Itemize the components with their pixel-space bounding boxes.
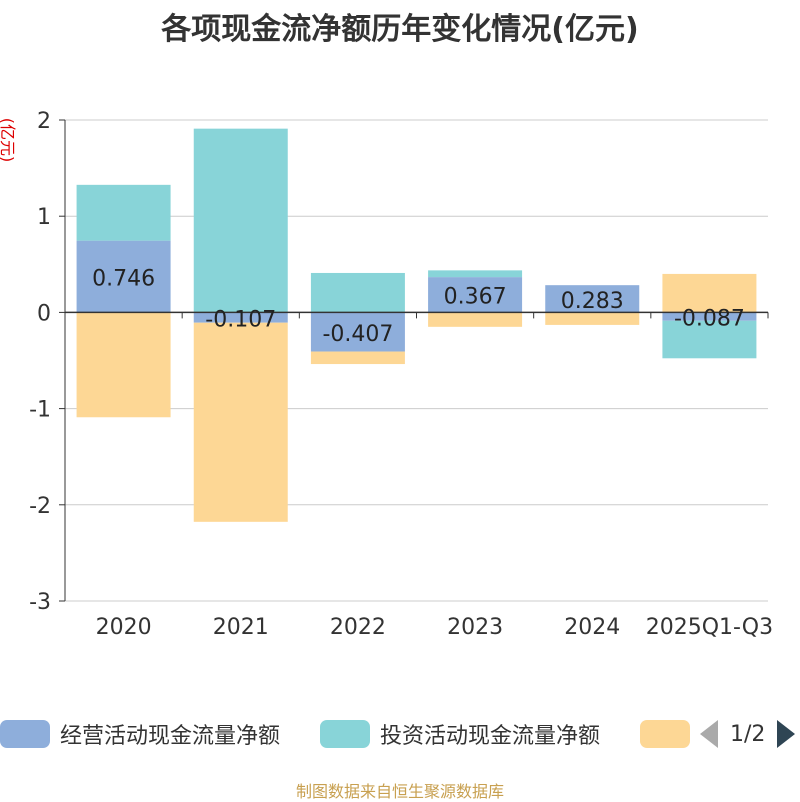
data-label: 0.746 bbox=[92, 267, 155, 292]
bar-3-2020 bbox=[76, 312, 171, 418]
bar-1-2022 bbox=[310, 312, 405, 352]
legend-item-financing[interactable] bbox=[640, 716, 690, 752]
x-tick-label: 2024 bbox=[564, 615, 620, 640]
legend-page-indicator: 1/2 bbox=[730, 721, 766, 747]
pager-prev-icon[interactable] bbox=[700, 720, 718, 748]
bar-2-2021 bbox=[193, 128, 288, 313]
bar-3-2021 bbox=[193, 322, 288, 522]
legend-swatch-operating bbox=[0, 720, 50, 748]
bar-3-2025Q1-Q3 bbox=[662, 273, 757, 313]
pager-next-icon[interactable] bbox=[777, 720, 796, 748]
y-tick-label: -2 bbox=[29, 494, 51, 519]
data-label: 0.367 bbox=[444, 285, 507, 310]
x-tick-label: 2021 bbox=[213, 615, 269, 640]
data-label: 0.283 bbox=[561, 289, 624, 314]
x-tick-label: 2025Q1-Q3 bbox=[646, 615, 773, 640]
bar-2-2023 bbox=[428, 270, 523, 278]
bar-1-2023 bbox=[428, 277, 523, 313]
legend-pager: 1/2 bbox=[700, 716, 796, 752]
legend-swatch-investing bbox=[320, 720, 370, 748]
chart-title: 各项现金流净额历年变化情况(亿元) bbox=[161, 12, 639, 47]
legend-item-investing[interactable]: 投资活动现金流量净额 bbox=[320, 716, 600, 752]
x-tick-label: 2023 bbox=[447, 615, 503, 640]
bar-3-2024 bbox=[545, 312, 640, 325]
data-label: -0.407 bbox=[322, 322, 393, 347]
legend-label-operating: 经营活动现金流量净额 bbox=[60, 724, 281, 749]
bar-2-2025Q1-Q3 bbox=[662, 320, 757, 359]
data-label: -0.107 bbox=[205, 308, 276, 333]
bar-3-2023 bbox=[428, 312, 523, 327]
y-tick-label: -1 bbox=[29, 398, 51, 423]
y-axis-title: (亿元) bbox=[0, 118, 17, 163]
y-tick-label: 1 bbox=[37, 205, 51, 230]
bar-1-2020 bbox=[76, 240, 171, 313]
legend-label-investing: 投资活动现金流量净额 bbox=[380, 724, 601, 749]
y-tick-label: -3 bbox=[29, 590, 51, 615]
legend-item-operating[interactable]: 经营活动现金流量净额 bbox=[0, 716, 280, 752]
x-tick-label: 2020 bbox=[96, 615, 152, 640]
legend: 经营活动现金流量净额 投资活动现金流量净额 1/2 bbox=[0, 716, 800, 752]
bar-2-2020 bbox=[76, 184, 171, 241]
bar-1-2021 bbox=[193, 312, 288, 323]
bar-1-2024 bbox=[545, 285, 640, 313]
legend-swatch-financing bbox=[640, 720, 690, 748]
bar-3-2022 bbox=[310, 351, 405, 365]
source-note: 制图数据来自恒生聚源数据库 bbox=[295, 782, 504, 801]
y-tick-label: 0 bbox=[37, 301, 51, 326]
bar-1-2025Q1-Q3 bbox=[662, 312, 757, 321]
chart-plot: 2 1 0 -1 -2 -3 (亿元) 2020 2021 2022 2023 2024 2025Q1-… bbox=[0, 109, 773, 640]
x-tick-label: 2022 bbox=[330, 615, 386, 640]
data-label: -0.087 bbox=[674, 307, 745, 332]
y-tick-label: 2 bbox=[37, 109, 51, 134]
bar-2-2022 bbox=[310, 272, 405, 313]
